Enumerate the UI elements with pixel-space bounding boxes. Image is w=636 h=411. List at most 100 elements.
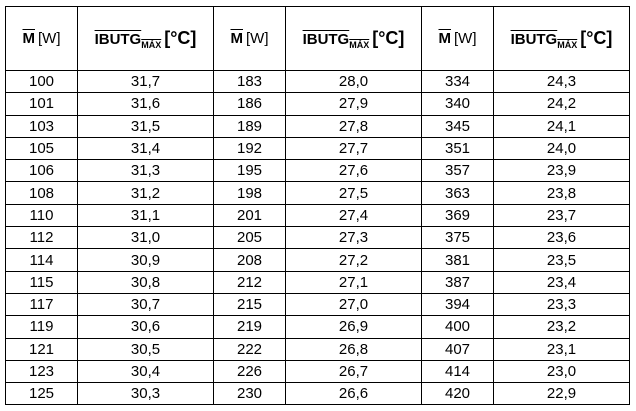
header-cell: M [W] bbox=[5, 6, 78, 71]
table-cell: 357 bbox=[421, 159, 494, 183]
table-row: 103 31,5 189 27,8 345 24,1 bbox=[5, 114, 630, 138]
table-cell: 117 bbox=[5, 292, 78, 317]
table-cell: 23,0 bbox=[493, 359, 630, 384]
table-cell: 31,3 bbox=[77, 159, 214, 183]
table-cell: 24,0 bbox=[493, 136, 630, 161]
table-row: 115 30,8 212 27,1 387 23,4 bbox=[5, 270, 630, 294]
table-cell: 101 bbox=[5, 92, 78, 116]
table-cell: 125 bbox=[5, 382, 78, 406]
table-cell: 414 bbox=[421, 359, 494, 384]
table-cell: 195 bbox=[213, 159, 286, 183]
table-cell: 31,6 bbox=[77, 92, 214, 116]
table-cell: 27,1 bbox=[285, 270, 422, 294]
table-row: 123 30,4 226 26,7 414 23,0 bbox=[5, 359, 630, 384]
header-symbol-group: IBUTGMÁX bbox=[94, 30, 162, 50]
header-unit: [°C] bbox=[580, 27, 613, 48]
table-cell: 24,3 bbox=[493, 69, 630, 94]
header-subscript: MÁX bbox=[141, 39, 162, 50]
header-symbol-group: IBUTGMÁX bbox=[303, 31, 370, 50]
table-cell: 103 bbox=[5, 114, 78, 138]
table-cell: 27,3 bbox=[285, 226, 422, 250]
header-subscript: MÁX bbox=[557, 39, 578, 50]
table-row: 112 31,0 205 27,3 375 23,6 bbox=[5, 226, 630, 250]
table-cell: 23,9 bbox=[493, 159, 630, 183]
table-cell: 30,6 bbox=[77, 315, 214, 339]
table-cell: 230 bbox=[213, 382, 286, 406]
table-row: 100 31,7 183 28,0 334 24,3 bbox=[5, 69, 630, 94]
table-row: 117 30,7 215 27,0 394 23,3 bbox=[5, 292, 630, 317]
table-cell: 23,7 bbox=[493, 203, 630, 228]
table-body: 100 31,7 183 28,0 334 24,3 101 31,6 186 27,9 340 24… bbox=[5, 69, 630, 406]
table-cell: 119 bbox=[5, 315, 78, 339]
table-cell: 192 bbox=[213, 136, 286, 161]
table-row: 106 31,3 195 27,6 357 23,9 bbox=[5, 159, 630, 183]
header-cell: IBUTGMÁX [°C] bbox=[285, 6, 422, 71]
table-cell: 363 bbox=[421, 181, 494, 205]
table-cell: 110 bbox=[5, 203, 78, 228]
table-cell: 24,1 bbox=[493, 114, 630, 138]
table-cell: 369 bbox=[421, 203, 494, 228]
table-cell: 24,2 bbox=[493, 92, 630, 116]
table-row: 101 31,6 186 27,9 340 24,2 bbox=[5, 92, 630, 116]
table-cell: 351 bbox=[421, 136, 494, 161]
table-cell: 26,7 bbox=[285, 359, 422, 384]
table-cell: 23,1 bbox=[493, 337, 630, 361]
table-cell: 27,7 bbox=[285, 136, 422, 161]
table-cell: 387 bbox=[421, 270, 494, 294]
table-cell: 27,8 bbox=[285, 114, 422, 138]
table-row: 121 30,5 222 26,8 407 23,1 bbox=[5, 337, 630, 361]
table-cell: 31,0 bbox=[77, 226, 214, 250]
table-cell: 30,7 bbox=[77, 292, 214, 317]
table-cell: 23,6 bbox=[493, 226, 630, 250]
table-cell: 23,5 bbox=[493, 248, 630, 272]
table-cell: 375 bbox=[421, 226, 494, 250]
table-cell: 115 bbox=[5, 270, 78, 294]
table-cell: 420 bbox=[421, 382, 494, 406]
table-cell: 215 bbox=[213, 292, 286, 317]
header-unit: [W] bbox=[246, 30, 269, 47]
table-cell: 23,4 bbox=[493, 270, 630, 294]
header-symbol: IBUTG bbox=[94, 30, 142, 48]
table-cell: 186 bbox=[213, 92, 286, 116]
header-unit: [W] bbox=[454, 30, 477, 47]
table-cell: 27,4 bbox=[285, 203, 422, 228]
table-row: 114 30,9 208 27,2 381 23,5 bbox=[5, 248, 630, 272]
table-cell: 112 bbox=[5, 226, 78, 250]
table-cell: 394 bbox=[421, 292, 494, 317]
table-row: 125 30,3 230 26,6 420 22,9 bbox=[5, 382, 630, 406]
table-cell: 198 bbox=[213, 181, 286, 205]
table-row: 110 31,1 201 27,4 369 23,7 bbox=[5, 203, 630, 228]
table-cell: 201 bbox=[213, 203, 286, 228]
header-cell: IBUTGMÁX [°C] bbox=[493, 6, 630, 71]
header-symbol: M bbox=[438, 30, 452, 47]
table-cell: 31,5 bbox=[77, 114, 214, 138]
table-cell: 205 bbox=[213, 226, 286, 250]
table-cell: 26,8 bbox=[285, 337, 422, 361]
header-symbol-group: IBUTGMÁX bbox=[511, 31, 578, 50]
table-cell: 30,8 bbox=[77, 270, 214, 294]
table-cell: 27,0 bbox=[285, 292, 422, 317]
table-cell: 105 bbox=[5, 136, 78, 161]
table-cell: 31,2 bbox=[77, 181, 214, 205]
table-cell: 27,5 bbox=[285, 181, 422, 205]
table-cell: 23,8 bbox=[493, 181, 630, 205]
table-cell: 407 bbox=[421, 337, 494, 361]
table-cell: 123 bbox=[5, 359, 78, 384]
table-row: 105 31,4 192 27,7 351 24,0 bbox=[5, 136, 630, 161]
table-cell: 334 bbox=[421, 69, 494, 94]
table-cell: 340 bbox=[421, 92, 494, 116]
header-symbol-group: M bbox=[23, 30, 36, 47]
table-row: 119 30,6 219 26,9 400 23,2 bbox=[5, 315, 630, 339]
table-cell: 31,7 bbox=[77, 69, 214, 94]
header-unit: [°C] bbox=[372, 27, 405, 48]
header-unit: [W] bbox=[38, 30, 61, 47]
header-symbol-group: M bbox=[439, 30, 452, 47]
table-cell: 108 bbox=[5, 181, 78, 205]
header-cell: M [W] bbox=[213, 6, 286, 71]
table-cell: 27,2 bbox=[285, 248, 422, 272]
header-subscript: MÁX bbox=[349, 39, 370, 50]
table-cell: 31,1 bbox=[77, 203, 214, 228]
header-symbol-group: M bbox=[231, 30, 244, 47]
table-cell: 100 bbox=[5, 69, 78, 94]
